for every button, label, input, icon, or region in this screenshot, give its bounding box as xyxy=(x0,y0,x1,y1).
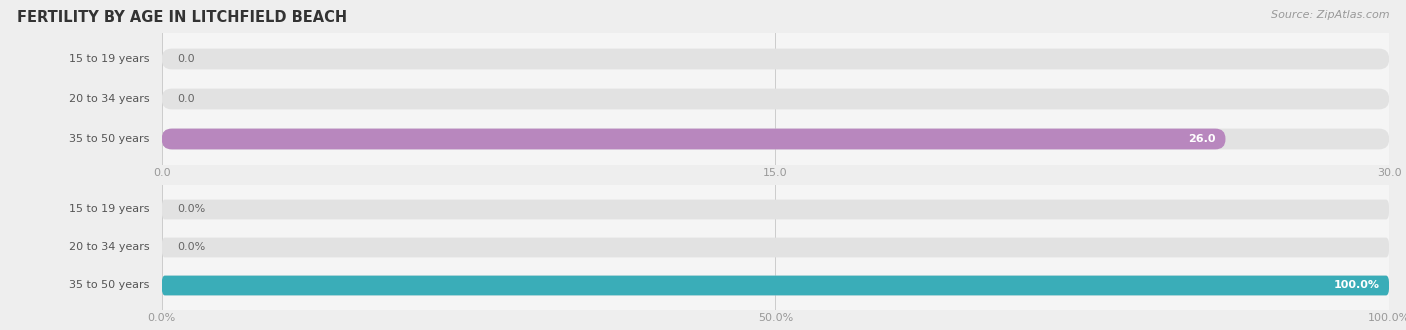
FancyBboxPatch shape xyxy=(162,88,1389,110)
Text: Source: ZipAtlas.com: Source: ZipAtlas.com xyxy=(1271,10,1389,20)
Text: FERTILITY BY AGE IN LITCHFIELD BEACH: FERTILITY BY AGE IN LITCHFIELD BEACH xyxy=(17,10,347,25)
Text: 0.0: 0.0 xyxy=(177,94,195,104)
Text: 0.0%: 0.0% xyxy=(177,205,205,214)
Text: 15 to 19 years: 15 to 19 years xyxy=(69,205,149,214)
FancyBboxPatch shape xyxy=(162,276,1389,295)
FancyBboxPatch shape xyxy=(162,276,1389,295)
FancyBboxPatch shape xyxy=(162,200,1389,219)
Text: 35 to 50 years: 35 to 50 years xyxy=(69,280,149,290)
FancyBboxPatch shape xyxy=(162,129,1226,149)
Text: 20 to 34 years: 20 to 34 years xyxy=(69,243,149,252)
Text: 35 to 50 years: 35 to 50 years xyxy=(69,134,149,144)
FancyBboxPatch shape xyxy=(162,49,1389,69)
Text: 0.0%: 0.0% xyxy=(177,243,205,252)
Text: 26.0: 26.0 xyxy=(1188,134,1216,144)
Text: 15 to 19 years: 15 to 19 years xyxy=(69,54,149,64)
Text: 0.0: 0.0 xyxy=(177,54,195,64)
FancyBboxPatch shape xyxy=(162,129,1389,149)
FancyBboxPatch shape xyxy=(162,238,1389,257)
Text: 100.0%: 100.0% xyxy=(1333,280,1379,290)
Text: 20 to 34 years: 20 to 34 years xyxy=(69,94,149,104)
